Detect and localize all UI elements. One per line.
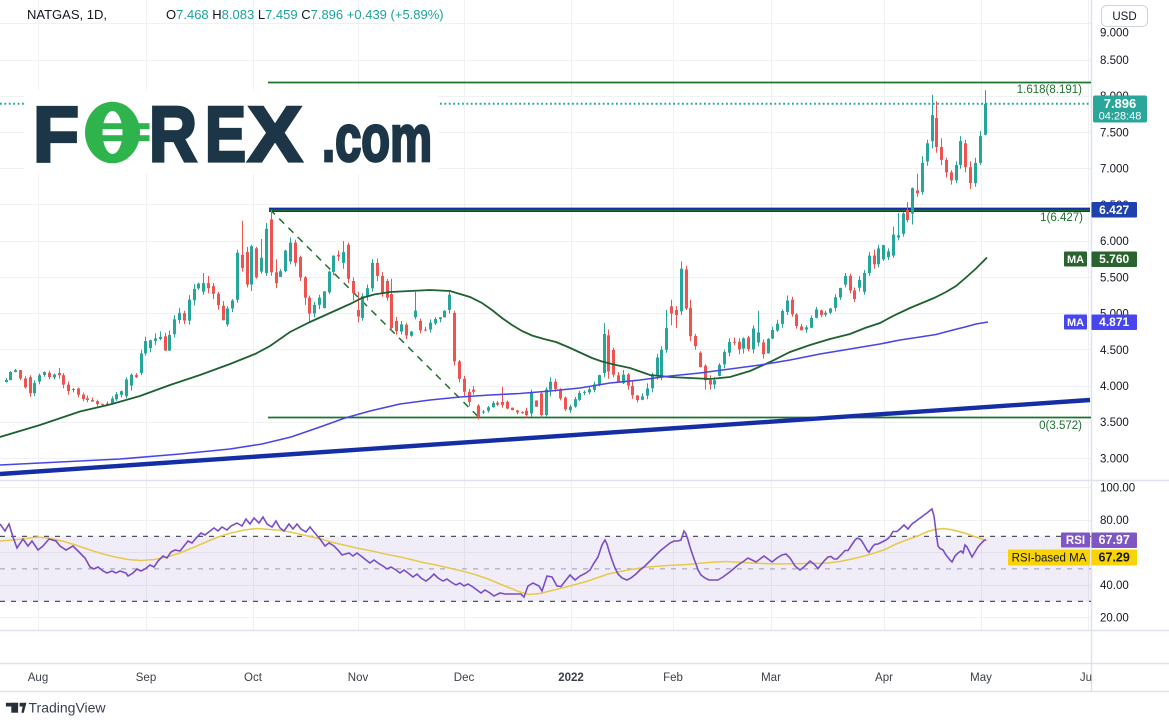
svg-text:04:28:48: 04:28:48 (1099, 111, 1142, 123)
svg-text:Feb: Feb (663, 672, 683, 684)
svg-text:TradingView: TradingView (29, 700, 107, 716)
svg-text:NATGAS, 1D,: NATGAS, 1D, (27, 7, 107, 22)
svg-text:4.000: 4.000 (1100, 381, 1129, 393)
svg-text:Mar: Mar (761, 672, 781, 684)
svg-text:20.00: 20.00 (1100, 613, 1129, 625)
svg-text:5.760: 5.760 (1099, 252, 1129, 266)
svg-text:O7.468 H8.083 L7.459 C7.896: O7.468 H8.083 L7.459 C7.896 +0.439 (+5.8… (166, 7, 444, 22)
svg-text:4.500: 4.500 (1100, 345, 1129, 357)
svg-text:7.500: 7.500 (1100, 127, 1129, 139)
svg-text:80.00: 80.00 (1100, 515, 1129, 527)
svg-text:MA: MA (1067, 254, 1084, 266)
svg-text:2022: 2022 (558, 672, 584, 684)
svg-text:R: R (149, 90, 197, 178)
svg-text:9.000: 9.000 (1100, 28, 1129, 40)
svg-text:1(6.427): 1(6.427) (1040, 212, 1083, 224)
svg-text:Oct: Oct (244, 672, 263, 684)
svg-text:X: X (248, 90, 302, 178)
svg-text:8.500: 8.500 (1100, 55, 1129, 67)
svg-text:0(3.572): 0(3.572) (1039, 420, 1082, 432)
svg-text:.com: .com (322, 101, 432, 175)
svg-text:100.00: 100.00 (1100, 483, 1135, 495)
svg-text:May: May (970, 672, 992, 684)
svg-text:Nov: Nov (348, 672, 369, 684)
svg-text:4.871: 4.871 (1099, 315, 1129, 329)
svg-text:Apr: Apr (875, 672, 893, 684)
svg-text:3.500: 3.500 (1100, 417, 1129, 429)
svg-text:6.000: 6.000 (1100, 236, 1129, 248)
svg-text:67.29: 67.29 (1099, 551, 1130, 565)
svg-text:7.000: 7.000 (1100, 164, 1129, 176)
svg-text:5.500: 5.500 (1100, 272, 1129, 284)
svg-text:RSI: RSI (1066, 535, 1085, 547)
svg-text:Ju: Ju (1080, 672, 1092, 684)
svg-text:1.618(8.191): 1.618(8.191) (1017, 84, 1082, 96)
svg-text:Aug: Aug (28, 672, 48, 684)
svg-text:Sep: Sep (136, 672, 156, 684)
svg-text:40.00: 40.00 (1100, 580, 1129, 592)
svg-text:3.000: 3.000 (1100, 454, 1129, 466)
svg-text:E: E (205, 90, 246, 178)
svg-text:67.97: 67.97 (1099, 533, 1130, 547)
svg-text:MA: MA (1067, 317, 1084, 329)
svg-text:RSI-based MA: RSI-based MA (1012, 553, 1087, 565)
svg-text:USD: USD (1112, 11, 1136, 23)
svg-text:7.896: 7.896 (1104, 96, 1137, 111)
svg-text:F: F (33, 90, 79, 178)
svg-text:6.427: 6.427 (1099, 203, 1129, 217)
svg-text:Dec: Dec (454, 672, 475, 684)
